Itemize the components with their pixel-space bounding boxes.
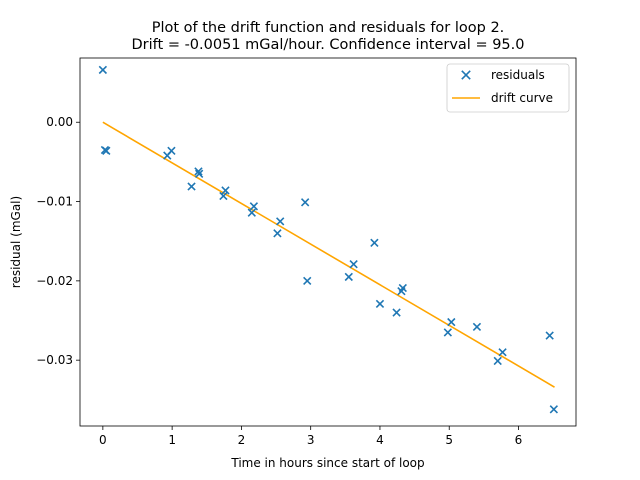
y-axis-label: residual (mGal): [9, 196, 23, 288]
y-tick-label-0: 0.00: [46, 115, 73, 129]
residual-point-27: [498, 348, 507, 357]
x-axis-label: Time in hours since start of loop: [230, 456, 424, 470]
residual-point-18: [370, 238, 379, 247]
legend-box: [446, 63, 570, 113]
plot-frame: [79, 57, 577, 427]
residual-point-2: [102, 146, 111, 155]
residual-point-29: [549, 405, 558, 414]
residual-point-11: [249, 202, 259, 211]
residual-point-5: [187, 182, 196, 191]
residual-point-9: [221, 186, 230, 195]
residual-point-25: [472, 322, 482, 332]
residual-point-19: [375, 299, 385, 309]
y-tick-label-1: −0.01: [36, 195, 73, 209]
chart-title: Plot of the drift function and residuals…: [152, 20, 505, 36]
x-tick-label-2: 2: [238, 433, 246, 447]
residual-point-23: [443, 328, 453, 337]
residual-point-17: [349, 260, 358, 269]
legend-scatter-marker: [461, 70, 471, 80]
x-tick-label-5: 5: [445, 433, 453, 447]
x-tick-label-4: 4: [376, 433, 384, 447]
residual-point-16: [344, 272, 353, 282]
x-tick-label-3: 3: [307, 433, 315, 447]
residual-point-20: [392, 308, 401, 317]
residual-point-4: [167, 146, 176, 155]
x-tick-label-6: 6: [515, 433, 523, 447]
x-tick-label-1: 1: [168, 433, 176, 447]
residual-point-8: [219, 191, 228, 201]
chart-subtitle: Drift = -0.0051 mGal/hour. Confidence in…: [132, 37, 525, 53]
y-axis-ticks: 0.00 −0.01 −0.02 −0.03: [36, 115, 80, 367]
legend-label-drift-curve: drift curve: [491, 91, 553, 105]
y-tick-label-3: −0.03: [36, 353, 73, 367]
residual-point-6: [194, 167, 203, 176]
residual-point-10: [247, 208, 256, 217]
residual-point-26: [493, 356, 502, 366]
x-axis-ticks: 0 1 2 3 4 5 6: [99, 426, 522, 447]
residual-point-13: [276, 217, 285, 226]
legend: residuals drift curve: [446, 63, 570, 113]
residual-point-15: [303, 276, 312, 286]
residual-point-0: [98, 65, 108, 75]
drift-curve-line: [102, 121, 555, 388]
residual-point-24: [447, 317, 456, 327]
legend-label-residuals: residuals: [491, 68, 545, 82]
residual-point-12: [273, 229, 282, 238]
y-tick-label-2: −0.02: [36, 274, 73, 288]
x-tick-label-0: 0: [99, 433, 107, 447]
residual-point-22: [398, 283, 407, 293]
plot-area: [98, 65, 558, 414]
residual-point-14: [300, 198, 310, 207]
residual-point-7: [194, 169, 204, 178]
residual-point-28: [545, 331, 554, 340]
